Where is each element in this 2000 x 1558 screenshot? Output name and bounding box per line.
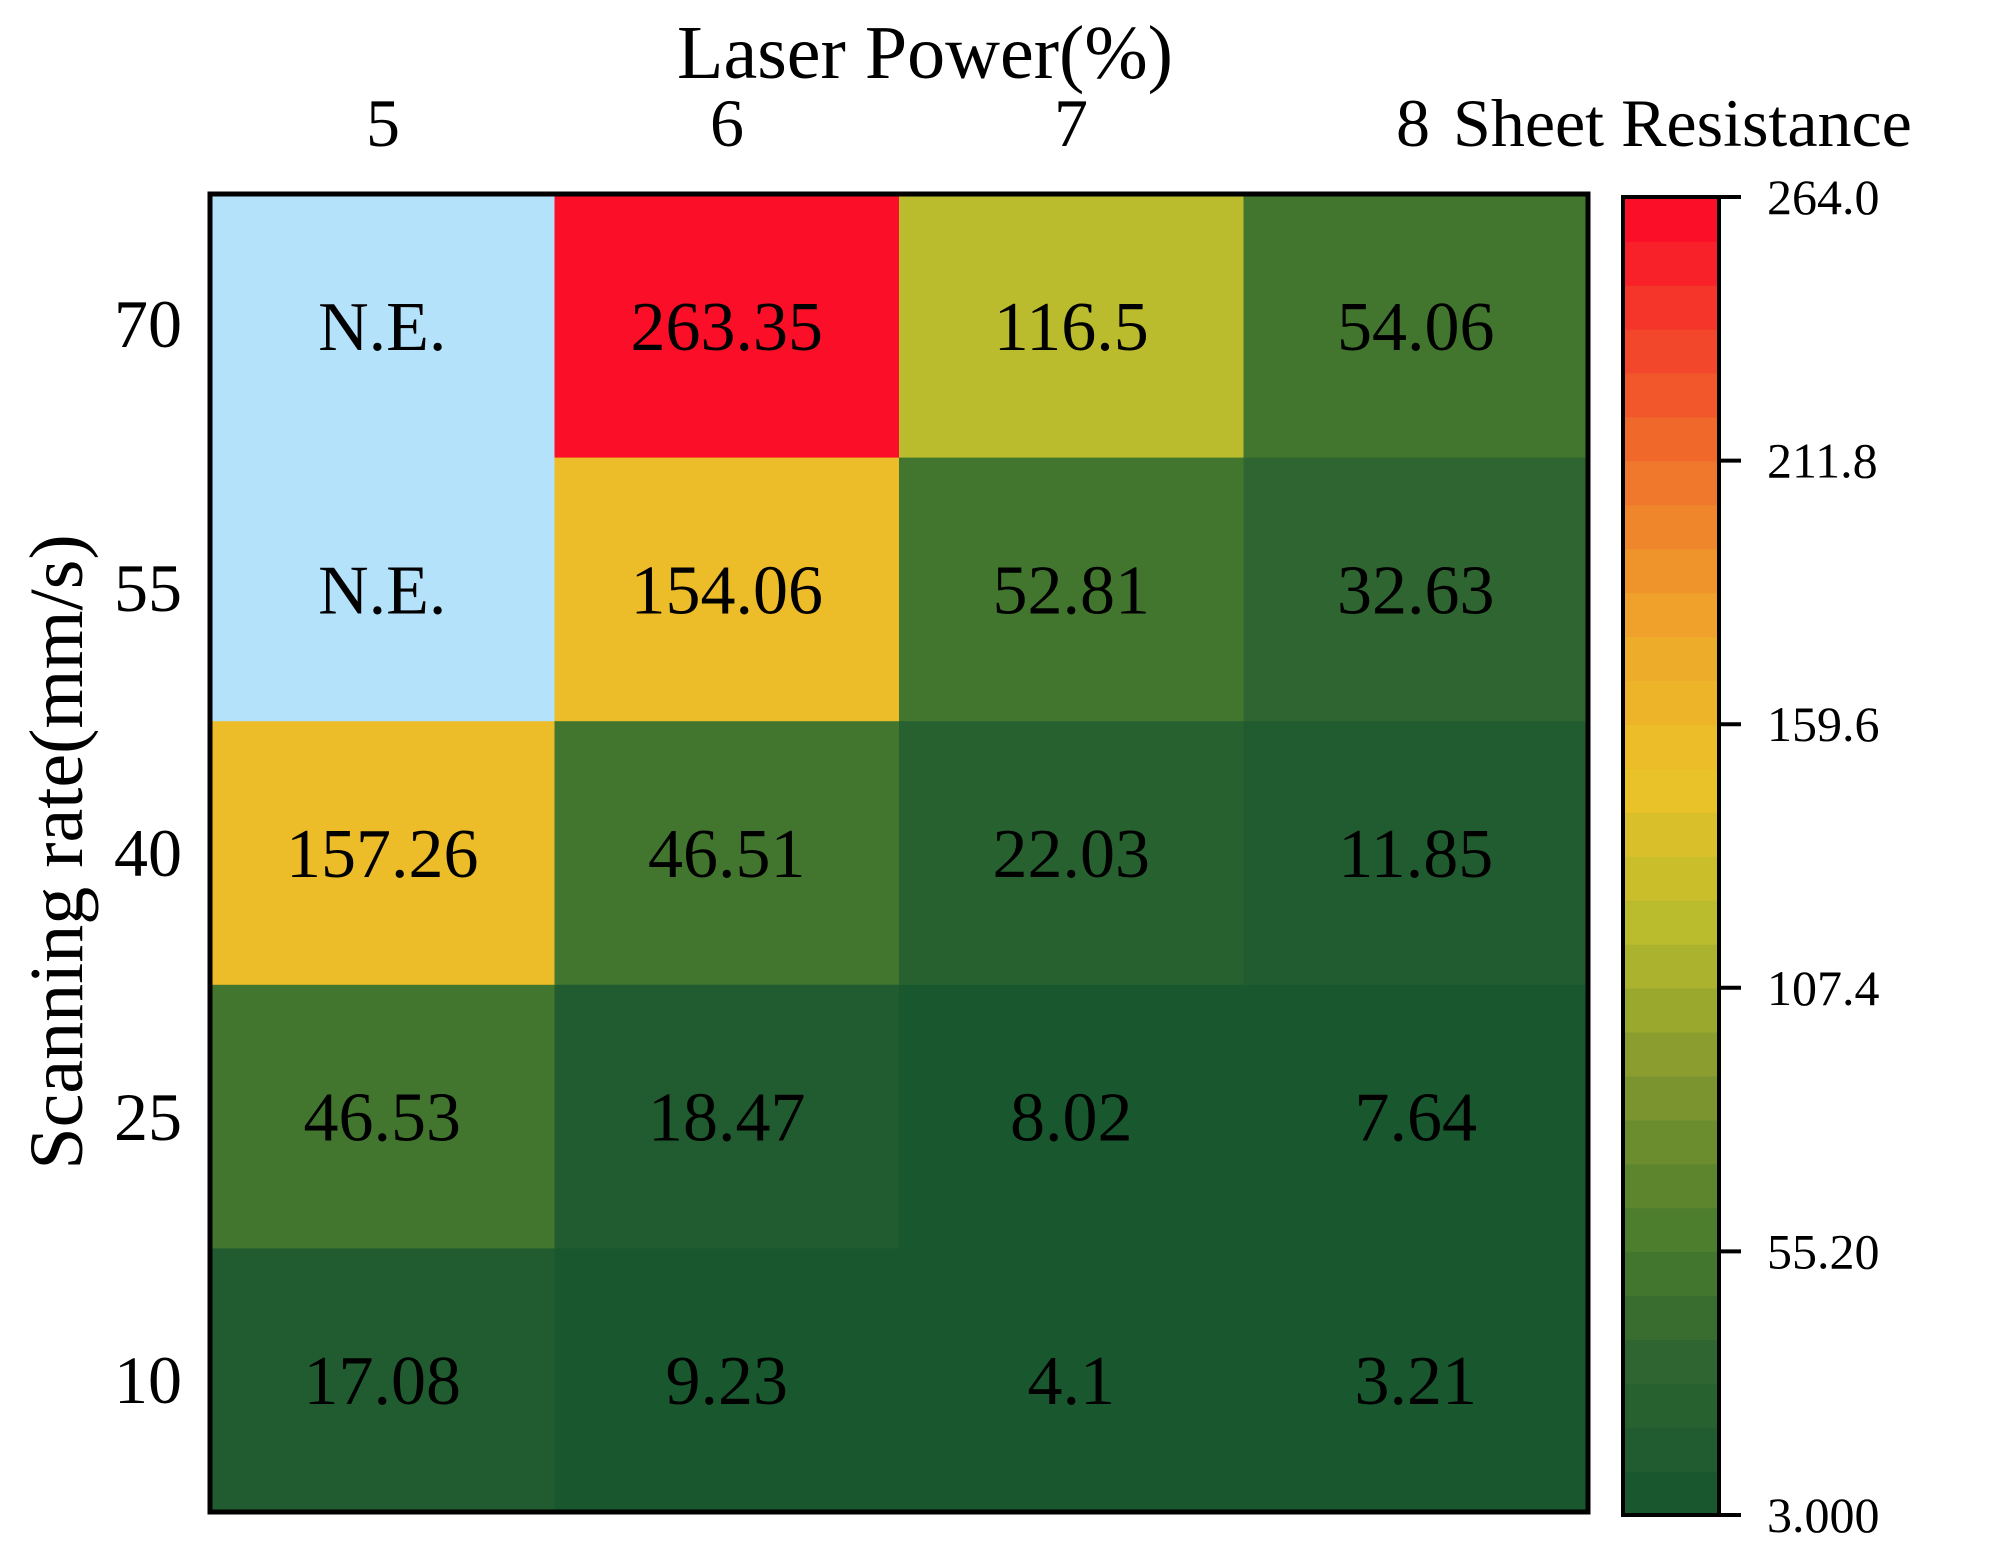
heatmap-cell <box>1243 984 1589 1250</box>
colorbar-segment <box>1623 460 1719 506</box>
colorbar-segment <box>1623 1427 1719 1472</box>
heatmap-cell <box>899 984 1245 1250</box>
colorbar-segment <box>1623 1471 1719 1516</box>
y-tick-70: 70 <box>114 286 182 362</box>
colorbar-segment <box>1623 1295 1719 1341</box>
cell-value-label: N.E. <box>318 289 446 366</box>
cell-value-label: 18.47 <box>648 1080 806 1157</box>
heatmap-cell <box>554 1248 900 1513</box>
cell-value-label: 32.63 <box>1337 552 1495 629</box>
colorbar-title: Sheet Resistance <box>1453 85 1912 161</box>
cell-value-label: 154.06 <box>631 552 824 629</box>
heatmap-cell <box>1243 721 1589 986</box>
heatmap-cell <box>1243 1248 1589 1513</box>
x-tick-8: 8 <box>1396 85 1430 161</box>
plot-frame <box>207 191 1591 1515</box>
cell-value-label: 8.02 <box>1010 1080 1133 1157</box>
colorbar-segment <box>1623 899 1719 945</box>
heatmap-cells: N.E. 263.35 116.5 54.06 N.E. 154.06 52.81 32.63… <box>210 194 1589 1513</box>
y-tick-25: 25 <box>114 1079 182 1155</box>
cell-value-label: 46.51 <box>648 816 806 893</box>
heatmap-cell <box>210 984 556 1250</box>
y-tick-55: 55 <box>114 550 182 626</box>
colorbar-segment <box>1623 504 1719 550</box>
cell-value-label: 11.85 <box>1338 816 1493 893</box>
colorbar-tick-label: 107.4 <box>1767 960 1880 1016</box>
cell-value-label: 54.06 <box>1337 289 1495 366</box>
colorbar-segment <box>1623 1207 1719 1253</box>
colorbar <box>1623 197 1719 1516</box>
colorbar-segment <box>1623 943 1719 989</box>
cell-value-label: 4.1 <box>1028 1343 1116 1420</box>
colorbar-segment <box>1623 592 1719 638</box>
heatmap-cell <box>210 194 556 459</box>
colorbar-segment <box>1623 240 1719 286</box>
cell-value-label: 9.23 <box>666 1343 789 1420</box>
heatmap-cell <box>210 721 556 986</box>
colorbar-segment <box>1623 1339 1719 1384</box>
colorbar-tick-label: 211.8 <box>1767 433 1878 489</box>
colorbar-segment <box>1623 724 1719 769</box>
cell-value-label: 22.03 <box>993 816 1151 893</box>
colorbar-segment <box>1623 1163 1719 1209</box>
colorbar-segment <box>1623 856 1719 901</box>
x-tick-5: 5 <box>366 85 400 161</box>
heatmap-cell <box>210 457 556 722</box>
colorbar-segment <box>1623 1119 1719 1165</box>
colorbar-tick-label: 159.6 <box>1767 696 1880 752</box>
colorbar-segment <box>1623 1075 1719 1121</box>
y-axis-title: Scanning rate(mm/s) <box>15 534 99 1169</box>
cell-value-label: 46.53 <box>304 1080 462 1157</box>
colorbar-segment <box>1623 372 1719 418</box>
colorbar-segment <box>1623 636 1719 682</box>
heatmap-cell <box>899 194 1245 459</box>
cell-value-label: 7.64 <box>1355 1080 1478 1157</box>
colorbar-segment <box>1623 197 1719 242</box>
colorbar-segment <box>1623 1031 1719 1077</box>
heatmap-cell <box>899 721 1245 986</box>
heatmap-cell <box>899 457 1245 722</box>
colorbar-tick-label: 264.0 <box>1767 169 1880 225</box>
heatmap-cell <box>554 721 900 986</box>
colorbar-tick-label: 55.20 <box>1767 1223 1880 1279</box>
colorbar-segment <box>1623 680 1719 725</box>
cell-value-label: 17.08 <box>304 1343 462 1420</box>
cell-value-label: 116.5 <box>994 289 1149 366</box>
colorbar-segment <box>1623 1251 1719 1297</box>
x-axis-title: Laser Power(%) <box>677 11 1173 95</box>
colorbar-segment <box>1623 548 1719 594</box>
cell-value-label: N.E. <box>318 552 446 629</box>
colorbar-tick-label: 3.000 <box>1767 1487 1880 1543</box>
heatmap-cell <box>1243 194 1589 459</box>
colorbar-segment <box>1623 812 1719 857</box>
colorbar-frame <box>1621 195 1721 1517</box>
colorbar-segment <box>1623 416 1719 462</box>
colorbar-segment <box>1623 768 1719 813</box>
heatmap-cell <box>210 1248 556 1513</box>
heatmap-cell <box>554 457 900 722</box>
cell-value-label: 263.35 <box>631 289 824 366</box>
cell-value-label: 3.21 <box>1355 1343 1478 1420</box>
cell-value-label: 52.81 <box>993 552 1151 629</box>
heatmap-cell <box>554 194 900 459</box>
heatmap-cell <box>899 1248 1245 1513</box>
colorbar-segment <box>1623 328 1719 374</box>
colorbar-ticks: 264.0 211.8 159.6 107.4 55.20 3.000 <box>1719 169 1880 1543</box>
x-tick-7: 7 <box>1054 85 1088 161</box>
heatmap-cell <box>1243 457 1589 722</box>
heatmap-cell <box>554 984 900 1250</box>
colorbar-segment <box>1623 284 1719 330</box>
y-tick-40: 40 <box>114 815 182 891</box>
y-tick-10: 10 <box>114 1342 182 1418</box>
x-tick-6: 6 <box>710 85 744 161</box>
cell-value-label: 157.26 <box>286 816 479 893</box>
colorbar-segment <box>1623 1383 1719 1428</box>
colorbar-segment <box>1623 987 1719 1033</box>
